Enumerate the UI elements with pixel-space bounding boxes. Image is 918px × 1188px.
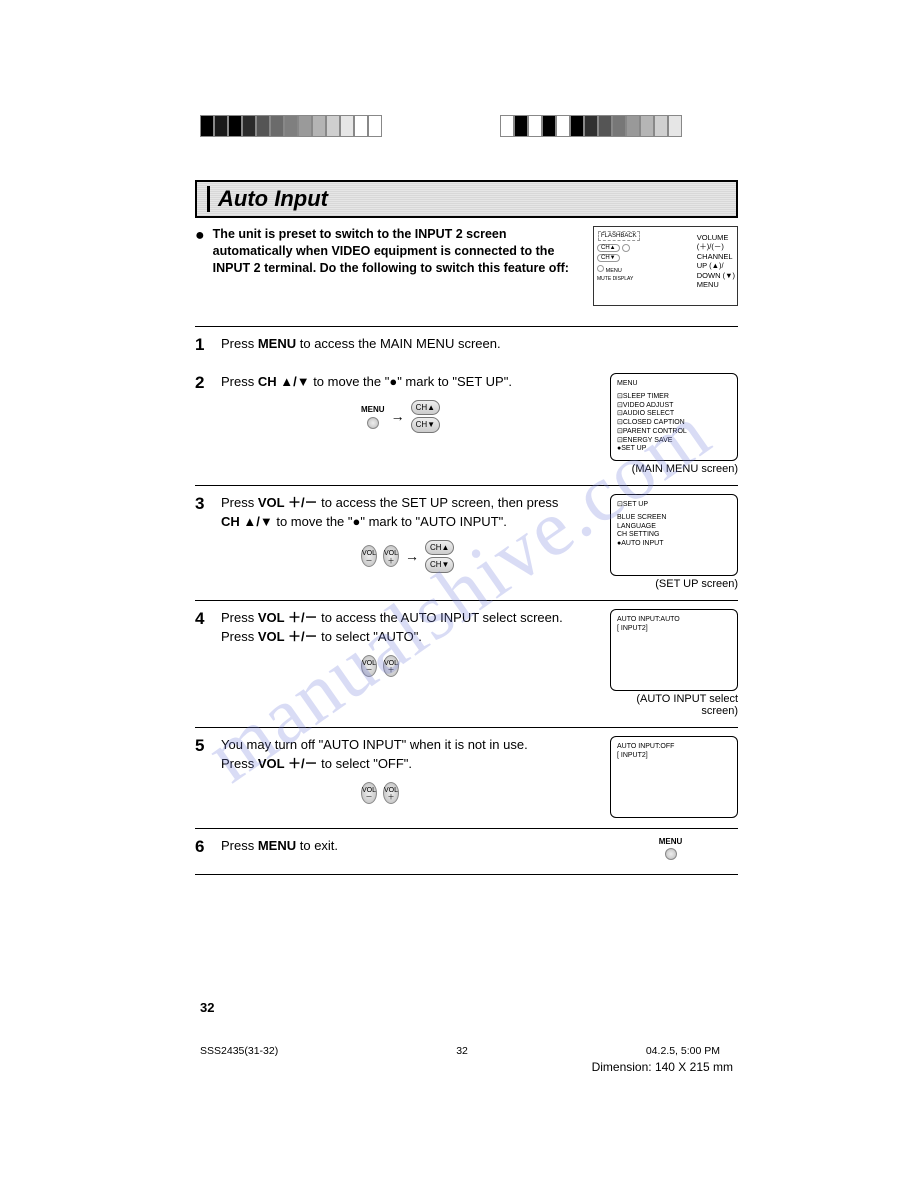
step-body: Press MENU to access the MAIN MENU scree…: [221, 335, 595, 354]
step-number: 3: [195, 494, 213, 514]
steps-list: 1 Press MENU to access the MAIN MENU scre…: [195, 326, 738, 875]
remote-ch-up: CH▲: [597, 244, 620, 252]
page-number: 32: [200, 1000, 214, 1015]
footer: SSS2435(31-32) 32 04.2.5, 5:00 PM: [200, 1045, 720, 1057]
step-body: Press CH ▲/▼ to move the "●" mark to "SE…: [221, 373, 595, 433]
section-title: Auto Input: [218, 186, 328, 211]
remote-label: DOWN (▼): [697, 271, 735, 280]
remote-label: MENU: [697, 280, 735, 289]
remote-small-label: MUTE: [597, 276, 611, 282]
step-number: 2: [195, 373, 213, 393]
intro-row: ● The unit is preset to switch to the IN…: [195, 226, 738, 306]
footer-center: 32: [456, 1045, 468, 1057]
intro-bullet: ●: [195, 228, 205, 306]
colorbar-left: [200, 115, 382, 137]
step-body: Press VOL ＋/－ to access the AUTO INPUT s…: [221, 609, 595, 677]
step-row: 5 You may turn off "AUTO INPUT" when it i…: [195, 727, 738, 828]
colorbar-right: [500, 115, 682, 137]
step-number: 4: [195, 609, 213, 629]
footer-left: SSS2435(31-32): [200, 1045, 278, 1057]
step-row: 6 Press MENU to exit. MENU: [195, 828, 738, 870]
step-row: 2 Press CH ▲/▼ to move the "●" mark to "S…: [195, 365, 738, 485]
footer-right: 04.2.5, 5:00 PM: [646, 1045, 720, 1057]
step-visual: ⊡SET UPBLUE SCREENLANGUAGECH SETTING●AUT…: [603, 494, 738, 590]
button-illustration: VOL －VOL ＋→CH▲CH▼: [361, 540, 454, 573]
step-visual: AUTO INPUT:AUTO[ INPUT2](AUTO INPUT sele…: [603, 609, 738, 717]
dimension-text: Dimension: 140 X 215 mm: [592, 1060, 733, 1074]
remote-label: VOLUME: [697, 233, 735, 242]
remote-ch-down: CH▼: [597, 254, 620, 262]
remote-label: UP (▲)/: [697, 261, 735, 270]
step-body: Press MENU to exit.: [221, 837, 595, 856]
page-container: Auto Input ● The unit is preset to switc…: [0, 0, 918, 875]
screen-box: MENU⊡SLEEP TIMER⊡VIDEO ADJUST⊡AUDIO SELE…: [610, 373, 738, 461]
step-number: 6: [195, 837, 213, 857]
screen-box: AUTO INPUT:OFF[ INPUT2]: [610, 736, 738, 818]
step-visual: MENU: [603, 837, 738, 860]
remote-diagram: FLASHBACK CH▲ CH▼ MENU MUTE DISPLAY VOLU…: [593, 226, 738, 306]
section-title-box: Auto Input: [195, 180, 738, 218]
remote-label: CHANNEL: [697, 252, 735, 261]
screen-caption: (AUTO INPUT select screen): [603, 693, 738, 717]
step-number: 1: [195, 335, 213, 355]
button-illustration: VOL －VOL ＋: [361, 782, 399, 804]
remote-small-label: FLASHBACK: [598, 231, 640, 241]
screen-box: AUTO INPUT:AUTO[ INPUT2]: [610, 609, 738, 691]
step-row: 4 Press VOL ＋/－ to access the AUTO INPUT …: [195, 600, 738, 727]
intro-text: The unit is preset to switch to the INPU…: [213, 226, 585, 306]
remote-label: (＋)/(－): [697, 242, 735, 251]
step-visual: MENU⊡SLEEP TIMER⊡VIDEO ADJUST⊡AUDIO SELE…: [603, 373, 738, 475]
remote-small-label: MENU: [606, 268, 622, 274]
step-body: Press VOL ＋/－ to access the SET UP scree…: [221, 494, 595, 573]
button-illustration: MENU→CH▲CH▼: [361, 400, 440, 433]
remote-small-label: DISPLAY: [613, 276, 634, 282]
screen-caption: (SET UP screen): [603, 578, 738, 590]
step-body: You may turn off "AUTO INPUT" when it is…: [221, 736, 595, 804]
screen-box: ⊡SET UPBLUE SCREENLANGUAGECH SETTING●AUT…: [610, 494, 738, 576]
step-row: 1 Press MENU to access the MAIN MENU scre…: [195, 326, 738, 365]
button-illustration: VOL －VOL ＋: [361, 655, 399, 677]
screen-caption: (MAIN MENU screen): [603, 463, 738, 475]
remote-menu-dot: [597, 265, 604, 272]
step-row: 3 Press VOL ＋/－ to access the SET UP scre…: [195, 485, 738, 600]
menu-button-illustration: MENU: [603, 837, 738, 860]
step-number: 5: [195, 736, 213, 756]
step-visual: AUTO INPUT:OFF[ INPUT2]: [603, 736, 738, 818]
